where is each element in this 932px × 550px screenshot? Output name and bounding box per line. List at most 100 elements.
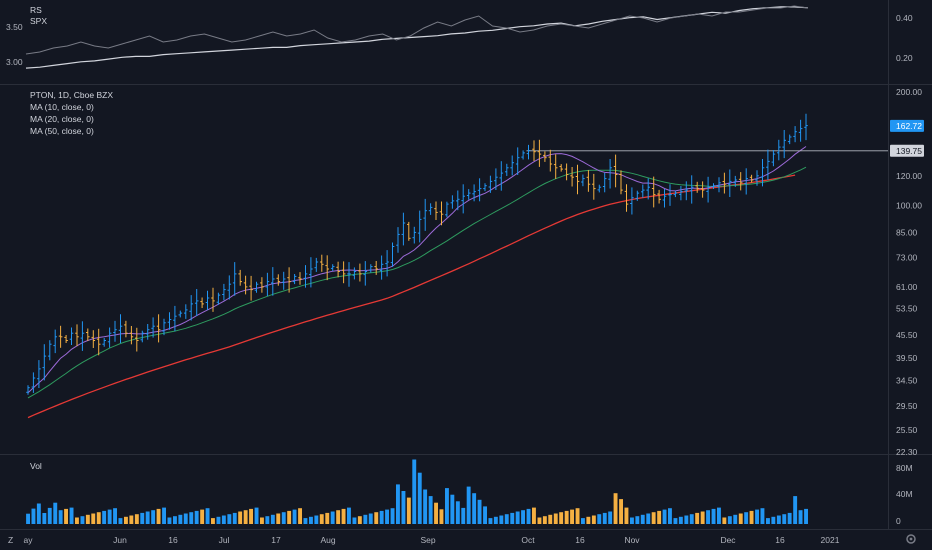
- price-bar: [135, 327, 139, 352]
- svg-text:162.72: 162.72: [896, 121, 922, 131]
- price-bar: [205, 290, 210, 311]
- volume-bar: [390, 508, 395, 524]
- x-tick-7: Oct: [521, 535, 535, 545]
- price-bar: [532, 140, 536, 161]
- volume-bar: [542, 516, 547, 524]
- price-bar: [657, 189, 661, 204]
- price-tick-5: 85.00: [896, 227, 918, 237]
- volume-bar: [276, 513, 281, 524]
- volume-bar: [173, 516, 177, 524]
- rs-legend-spx: SPX: [30, 16, 47, 26]
- price-bar: [96, 328, 101, 356]
- volume-bar: [439, 509, 444, 524]
- volume-bar: [727, 516, 732, 524]
- volume-bar: [26, 513, 30, 524]
- price-tick-11: 34.50: [896, 375, 918, 385]
- price-bar: [379, 255, 384, 280]
- price-bar: [450, 195, 455, 209]
- price-bar: [352, 267, 357, 280]
- price-bar: [592, 173, 596, 200]
- volume-bar: [64, 508, 68, 524]
- price-bar: [64, 335, 68, 343]
- price-bar: [287, 267, 291, 293]
- price-bar: [401, 212, 406, 246]
- settings-gear-icon[interactable]: [906, 534, 916, 544]
- volume-bar: [483, 506, 487, 524]
- price-bar: [428, 203, 433, 215]
- price-bar: [271, 267, 275, 296]
- price-bar: [42, 344, 47, 381]
- price-legend-symbol: PTON, 1D, Cboe BZX: [30, 90, 113, 100]
- volume-bar: [586, 516, 591, 524]
- volume-bar: [651, 512, 656, 524]
- volume-bar: [178, 514, 183, 524]
- volume-bar: [749, 510, 754, 524]
- volume-bar: [602, 512, 607, 524]
- volume-bar: [368, 513, 373, 524]
- volume-bar: [706, 510, 710, 524]
- volume-bar: [303, 518, 308, 524]
- volume-bar: [42, 513, 47, 524]
- volume-bar: [156, 508, 161, 524]
- x-tick-12: 2021: [821, 535, 840, 545]
- volume-bar: [412, 459, 417, 524]
- volume-bar: [711, 508, 716, 524]
- volume-bar: [678, 516, 683, 524]
- price-bar: [728, 169, 732, 197]
- volume-bar: [461, 507, 466, 524]
- volume-bar: [85, 514, 90, 524]
- volume-bar: [406, 497, 411, 524]
- price-tick-12: 29.50: [896, 401, 918, 411]
- price-bar: [744, 168, 748, 195]
- volume-bar: [793, 496, 798, 524]
- price-bar: [358, 263, 362, 282]
- volume-bar: [211, 518, 215, 524]
- price-bar: [684, 181, 689, 201]
- volume-bar: [281, 512, 286, 524]
- price-bar: [787, 134, 792, 145]
- volume-bar: [804, 508, 808, 524]
- volume-bar: [738, 513, 743, 524]
- volume-bar: [260, 517, 264, 524]
- x-tick-8: 16: [575, 535, 585, 545]
- price-bar: [86, 328, 90, 341]
- price-bar: [309, 257, 313, 288]
- vol-tick-80m: 80M: [896, 463, 913, 473]
- price-bar: [488, 175, 493, 193]
- price-bar: [298, 272, 302, 285]
- price-bar: [602, 172, 607, 193]
- price-bar: [564, 163, 569, 181]
- price-bar: [276, 274, 281, 286]
- rs-legend-rs: RS: [30, 5, 42, 15]
- price-bar: [173, 305, 177, 332]
- price-bar: [211, 287, 215, 312]
- volume-bar: [145, 511, 150, 524]
- timezone-icon[interactable]: Z: [8, 535, 13, 545]
- price-bar: [646, 178, 650, 200]
- volume-bar: [787, 512, 792, 524]
- price-bar: [749, 174, 754, 183]
- price-bar: [216, 292, 221, 305]
- volume-bar: [695, 512, 700, 524]
- price-bar: [793, 126, 797, 143]
- price-bar: [804, 113, 808, 141]
- volume-bar: [363, 514, 368, 524]
- volume-bar: [613, 493, 618, 524]
- volume-bar: [646, 513, 651, 524]
- price-bar: [755, 170, 759, 186]
- price-bar: [760, 159, 765, 187]
- volume-bar: [151, 510, 156, 524]
- vol-tick-0: 0: [896, 516, 901, 526]
- price-bar: [548, 149, 553, 172]
- volume-bar: [162, 507, 166, 524]
- price-bar: [140, 330, 145, 343]
- price-bar: [700, 181, 705, 198]
- volume-bar: [75, 517, 79, 524]
- volume-bar: [548, 514, 553, 524]
- volume-bar: [722, 517, 727, 524]
- price-bar: [390, 242, 395, 267]
- price-bar: [113, 320, 117, 342]
- price-bar: [75, 324, 79, 347]
- price-bar: [184, 304, 188, 319]
